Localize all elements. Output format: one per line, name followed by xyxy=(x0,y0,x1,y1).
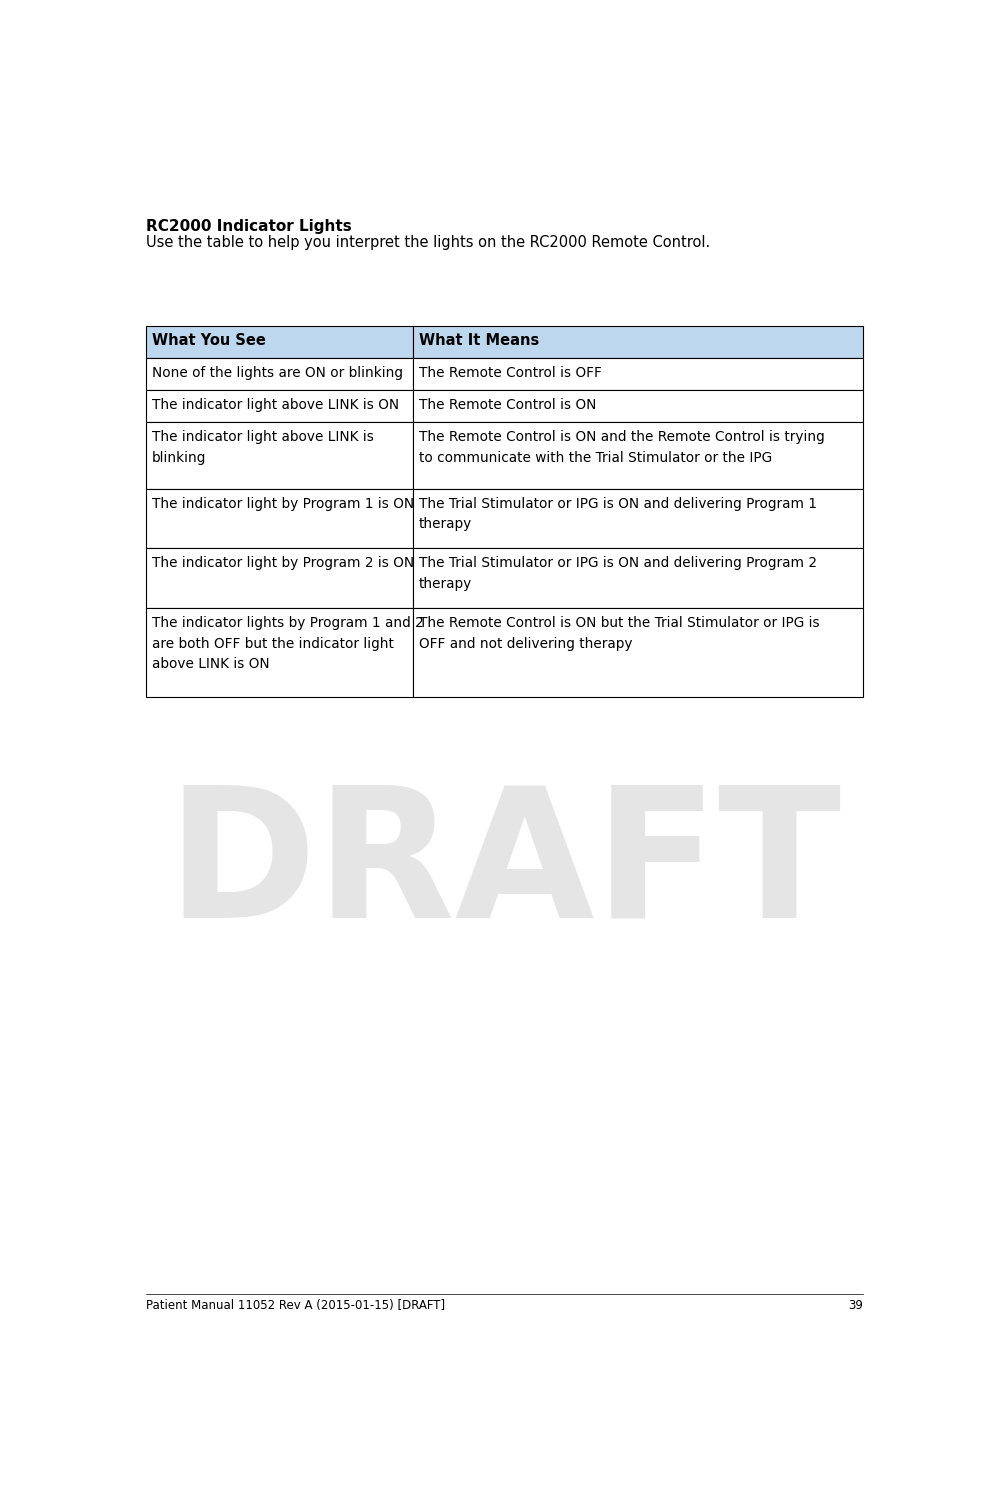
Text: What It Means: What It Means xyxy=(419,332,539,347)
Text: The indicator light by Program 1 is ON: The indicator light by Program 1 is ON xyxy=(152,496,414,511)
Text: 39: 39 xyxy=(848,1299,863,1311)
Text: The Trial Stimulator or IPG is ON and delivering Program 2
therapy: The Trial Stimulator or IPG is ON and de… xyxy=(419,556,817,592)
Text: The indicator light above LINK is
blinking: The indicator light above LINK is blinki… xyxy=(152,431,374,465)
Bar xyxy=(146,548,413,608)
Text: The indicator light above LINK is ON: The indicator light above LINK is ON xyxy=(152,398,400,411)
Bar xyxy=(413,489,863,548)
Bar xyxy=(146,489,413,548)
Text: The Remote Control is ON: The Remote Control is ON xyxy=(419,398,596,411)
Text: DRAFT: DRAFT xyxy=(166,779,842,955)
Text: RC2000 Indicator Lights: RC2000 Indicator Lights xyxy=(146,219,351,234)
Bar xyxy=(413,326,863,358)
Text: The Remote Control is ON but the Trial Stimulator or IPG is
OFF and not deliveri: The Remote Control is ON but the Trial S… xyxy=(419,615,820,651)
Bar xyxy=(413,422,863,489)
Text: None of the lights are ON or blinking: None of the lights are ON or blinking xyxy=(152,367,403,380)
Bar xyxy=(413,358,863,390)
Text: Patient Manual 11052 Rev A (2015-01-15) [DRAFT]: Patient Manual 11052 Rev A (2015-01-15) … xyxy=(146,1299,445,1311)
Text: The indicator light by Program 2 is ON: The indicator light by Program 2 is ON xyxy=(152,556,414,571)
Bar xyxy=(146,390,413,422)
Bar xyxy=(413,390,863,422)
Text: Use the table to help you interpret the lights on the RC2000 Remote Control.: Use the table to help you interpret the … xyxy=(146,235,710,250)
Text: The Remote Control is OFF: The Remote Control is OFF xyxy=(419,367,602,380)
Bar xyxy=(146,608,413,697)
Text: What You See: What You See xyxy=(152,332,266,347)
Text: The Trial Stimulator or IPG is ON and delivering Program 1
therapy: The Trial Stimulator or IPG is ON and de… xyxy=(419,496,817,532)
Text: The Remote Control is ON and the Remote Control is trying
to communicate with th: The Remote Control is ON and the Remote … xyxy=(419,431,825,465)
Text: The indicator lights by Program 1 and 2
are both OFF but the indicator light
abo: The indicator lights by Program 1 and 2 … xyxy=(152,615,424,670)
Bar xyxy=(413,608,863,697)
Bar xyxy=(413,548,863,608)
Bar xyxy=(146,326,413,358)
Bar xyxy=(146,358,413,390)
Bar xyxy=(146,422,413,489)
